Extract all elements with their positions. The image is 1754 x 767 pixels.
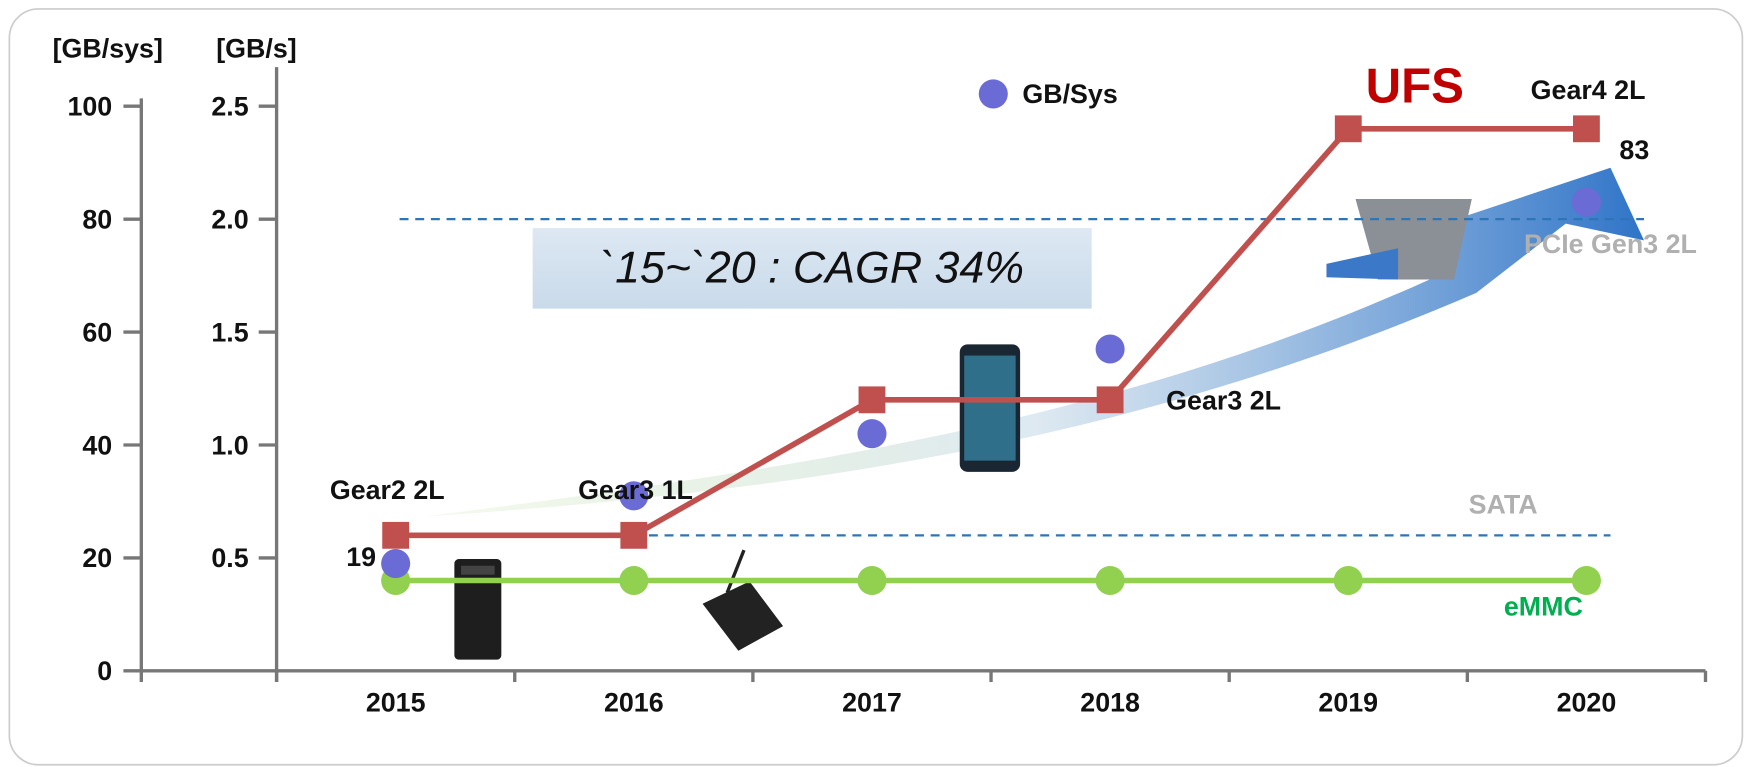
device-tablet bbox=[1326, 199, 1472, 280]
annotation: `15~`20 : CAGR 34% bbox=[600, 243, 1024, 292]
marker bbox=[619, 565, 649, 596]
marker bbox=[382, 521, 410, 549]
data-label: 19 bbox=[346, 542, 376, 572]
marker bbox=[1334, 115, 1362, 143]
x-tick-label: 2015 bbox=[366, 687, 426, 717]
x-tick-label: 2016 bbox=[604, 687, 664, 717]
marker bbox=[1333, 565, 1363, 596]
y2-tick-label: 2.5 bbox=[211, 92, 248, 122]
marker bbox=[620, 521, 648, 549]
marker bbox=[857, 419, 887, 449]
annotation: Gear3 2L bbox=[1166, 386, 1281, 416]
y2-tick-label: 0.5 bbox=[211, 543, 248, 573]
marker bbox=[858, 386, 886, 414]
growth-arrow bbox=[425, 167, 1644, 517]
legend-label: GB/Sys bbox=[1022, 79, 1117, 109]
y-tick-label: 100 bbox=[67, 92, 112, 122]
y-tick-label: 20 bbox=[82, 543, 112, 573]
reference-label: SATA bbox=[1469, 490, 1538, 520]
cagr-box bbox=[532, 228, 1092, 309]
y-axis-title: [GB/sys] bbox=[53, 33, 163, 63]
y2-tick-label: 1.0 bbox=[211, 430, 248, 460]
x-tick-label: 2017 bbox=[842, 687, 902, 717]
marker bbox=[1571, 187, 1601, 217]
device-router bbox=[702, 549, 784, 651]
data-label: 83 bbox=[1619, 135, 1649, 165]
annotation: Gear2 2L bbox=[330, 475, 445, 505]
marker bbox=[1571, 565, 1601, 596]
y-tick-label: 80 bbox=[82, 204, 112, 234]
series-line bbox=[395, 126, 1587, 539]
x-tick-label: 2019 bbox=[1318, 687, 1378, 717]
series-label: eMMC bbox=[1504, 591, 1583, 621]
marker bbox=[857, 565, 887, 596]
x-tick-label: 2018 bbox=[1080, 687, 1140, 717]
marker bbox=[1095, 334, 1125, 364]
marker bbox=[381, 549, 411, 579]
device-phone bbox=[454, 559, 502, 660]
y-tick-label: 0 bbox=[97, 656, 112, 686]
annotation: Gear3 1L bbox=[578, 475, 693, 505]
y-tick-label: 40 bbox=[82, 430, 112, 460]
legend-marker bbox=[978, 79, 1008, 109]
series-label: UFS bbox=[1366, 58, 1464, 113]
x-tick-label: 2020 bbox=[1557, 687, 1617, 717]
marker bbox=[1573, 115, 1600, 143]
marker bbox=[619, 481, 649, 511]
y2-tick-label: 2.0 bbox=[211, 204, 248, 234]
device-smartphone bbox=[959, 344, 1021, 472]
y-tick-label: 60 bbox=[82, 317, 112, 347]
marker bbox=[1095, 565, 1125, 596]
y2-axis-title: [GB/s] bbox=[216, 33, 296, 63]
y2-tick-label: 1.5 bbox=[211, 317, 248, 347]
marker bbox=[1096, 386, 1124, 414]
annotation: Gear4 2L bbox=[1531, 75, 1646, 105]
reference-label: PCIe Gen3 2L bbox=[1524, 229, 1697, 259]
